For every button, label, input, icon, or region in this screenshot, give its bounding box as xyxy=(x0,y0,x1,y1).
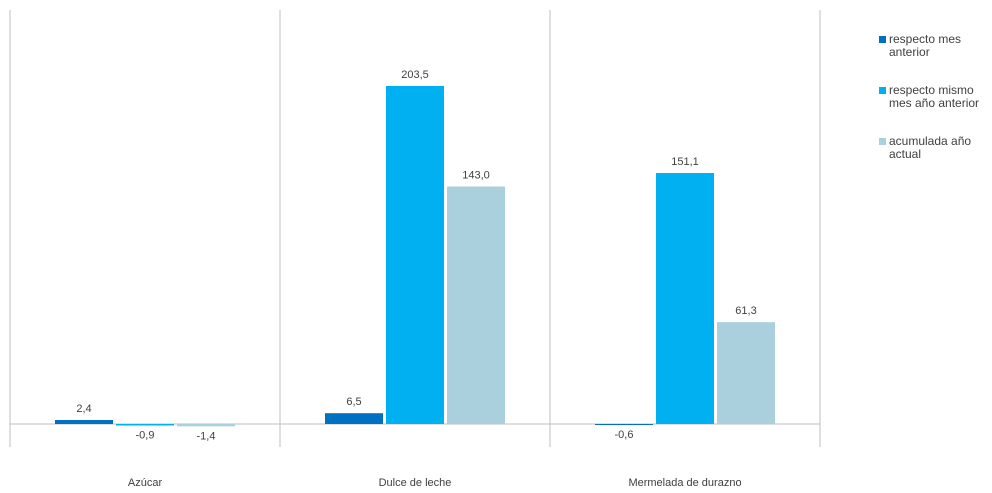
bar xyxy=(447,186,505,424)
data-label: 6,5 xyxy=(346,396,361,408)
bar xyxy=(116,424,174,426)
data-label: 61,3 xyxy=(735,305,756,317)
data-label: 2,4 xyxy=(76,403,91,415)
data-label: -0,6 xyxy=(615,429,634,441)
legend-label: respecto mismo mes año anterior xyxy=(889,83,980,110)
legend-item: respecto mismo mes año anterior xyxy=(879,84,992,110)
bar xyxy=(717,322,775,424)
legend-item: respecto mes anterior xyxy=(879,33,992,59)
data-labels: 2,4 -0,9 -1,4 6,5 203,5 143,0 -0,6 151,1 61,3 xyxy=(76,69,756,442)
category-label: Azúcar xyxy=(128,477,163,489)
legend-swatch xyxy=(879,36,886,43)
bar xyxy=(325,413,383,424)
category-dividers xyxy=(9,10,821,447)
data-label: -0,9 xyxy=(136,429,155,441)
legend-item: acumulada año actual xyxy=(879,135,992,161)
bar xyxy=(386,86,444,424)
category-label: Dulce de leche xyxy=(379,477,452,489)
data-label: 143,0 xyxy=(462,169,490,181)
data-label: -1,4 xyxy=(197,430,216,442)
data-label: 203,5 xyxy=(401,69,429,81)
legend-label: respecto mes anterior xyxy=(889,32,962,59)
legend-swatch xyxy=(879,138,886,145)
chart: 2,4 -0,9 -1,4 6,5 203,5 143,0 -0,6 151,1 61,3 Az… xyxy=(9,10,821,489)
legend-label: acumulada año actual xyxy=(889,134,972,161)
category-label: Mermelada de durazno xyxy=(628,477,741,489)
bars xyxy=(55,86,775,427)
bar xyxy=(595,424,653,425)
data-label: 151,1 xyxy=(671,156,699,168)
bar xyxy=(656,173,714,424)
legend: respecto mes anterior respecto mismo mes añ… xyxy=(879,33,992,186)
category-labels: Azúcar Dulce de leche Mermelada de durazno xyxy=(128,477,742,489)
legend-swatch xyxy=(879,87,886,94)
bar xyxy=(55,420,113,424)
bar xyxy=(177,424,235,427)
